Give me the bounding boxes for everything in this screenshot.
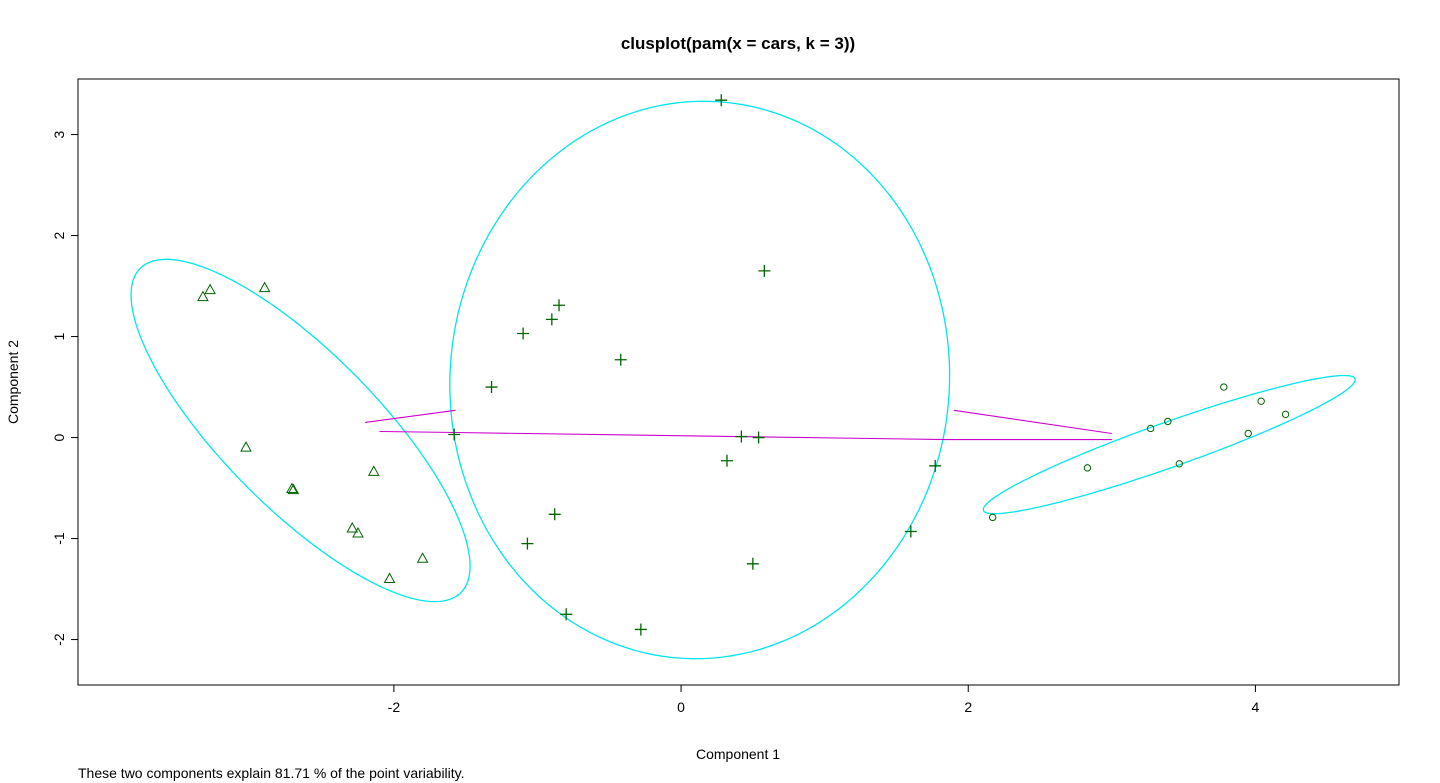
data-point-c2-3 bbox=[553, 299, 566, 312]
data-point-c1-4 bbox=[240, 441, 252, 452]
data-point-c2-13 bbox=[548, 508, 561, 521]
data-point-c2-12 bbox=[929, 459, 942, 472]
cluster-ellipse-1 bbox=[130, 258, 471, 603]
data-point-c2-5 bbox=[517, 327, 530, 340]
data-point-c2-17 bbox=[560, 608, 573, 621]
x-tick-label-3: 2 bbox=[964, 699, 972, 715]
data-point-c2-6 bbox=[614, 353, 627, 366]
data-points bbox=[197, 94, 1290, 636]
y-tick-label-3: 0 bbox=[51, 433, 67, 441]
cluster-ellipse-3 bbox=[982, 374, 1356, 515]
y-tick-label-6: 3 bbox=[51, 130, 67, 138]
data-point-c3-3 bbox=[1146, 424, 1155, 433]
x-axis: -2 0 2 4 bbox=[388, 685, 1260, 715]
plot-area bbox=[130, 94, 1356, 660]
data-point-c3-4 bbox=[1164, 417, 1172, 426]
data-point-c2-18 bbox=[634, 623, 647, 636]
cluster-connector-2 bbox=[379, 430, 456, 434]
x-tick-label-4: 4 bbox=[1252, 699, 1260, 715]
data-point-c1-10 bbox=[383, 572, 396, 583]
y-tick-label-2: -1 bbox=[51, 532, 67, 545]
x-tick-label-1: -2 bbox=[388, 699, 401, 715]
data-point-c3-8 bbox=[1257, 397, 1265, 405]
y-tick-label-5: 2 bbox=[51, 231, 67, 239]
cluster-connector-1 bbox=[365, 409, 456, 423]
data-point-c1-2 bbox=[204, 283, 216, 295]
data-point-c2-15 bbox=[904, 525, 917, 538]
data-point-c2-16 bbox=[746, 557, 759, 570]
variability-note: These two components explain 81.71 % of … bbox=[78, 765, 465, 781]
data-point-c1-5 bbox=[287, 483, 300, 495]
x-tick-label-2: 0 bbox=[677, 699, 685, 715]
cluster-connectors bbox=[365, 409, 1112, 441]
data-point-c1-3 bbox=[258, 281, 271, 293]
x-axis-label: Component 1 bbox=[696, 746, 780, 762]
chart-title: clusplot(pam(x = cars, k = 3)) bbox=[621, 34, 855, 53]
data-point-c3-6 bbox=[1220, 383, 1228, 391]
data-point-c2-7 bbox=[485, 381, 498, 394]
plot-frame bbox=[77, 78, 1400, 686]
data-point-c3-9 bbox=[1281, 410, 1290, 419]
data-point-c1-6 bbox=[286, 482, 298, 494]
data-point-c1-9 bbox=[352, 526, 364, 538]
data-point-c2-4 bbox=[545, 313, 558, 326]
data-point-c3-2 bbox=[1083, 464, 1092, 472]
y-tick-label-1: -2 bbox=[51, 633, 67, 646]
data-point-c3-7 bbox=[1244, 429, 1252, 438]
data-point-c2-9 bbox=[735, 430, 748, 443]
data-point-c2-10 bbox=[752, 431, 765, 444]
cluster-ellipses bbox=[130, 100, 1356, 660]
cluster-connector-3 bbox=[953, 409, 1112, 435]
cluster-connector-5 bbox=[455, 431, 947, 441]
data-point-c2-8 bbox=[448, 428, 461, 441]
data-point-c1-1 bbox=[197, 290, 209, 302]
data-point-c2-1 bbox=[715, 94, 728, 107]
data-point-c1-8 bbox=[346, 521, 359, 533]
cluster-ellipse-2 bbox=[449, 100, 951, 660]
y-axis-label: Component 2 bbox=[5, 340, 21, 424]
data-point-c2-11 bbox=[721, 454, 734, 467]
data-point-c3-5 bbox=[1175, 460, 1184, 468]
data-point-c3-1 bbox=[988, 513, 997, 522]
data-point-c1-7 bbox=[367, 465, 380, 476]
data-point-c2-2 bbox=[758, 264, 771, 277]
y-tick-label-4: 1 bbox=[51, 332, 67, 340]
data-point-c2-14 bbox=[521, 537, 534, 550]
data-point-c1-11 bbox=[416, 552, 429, 563]
y-axis: -2 -1 0 1 2 3 bbox=[51, 130, 78, 646]
